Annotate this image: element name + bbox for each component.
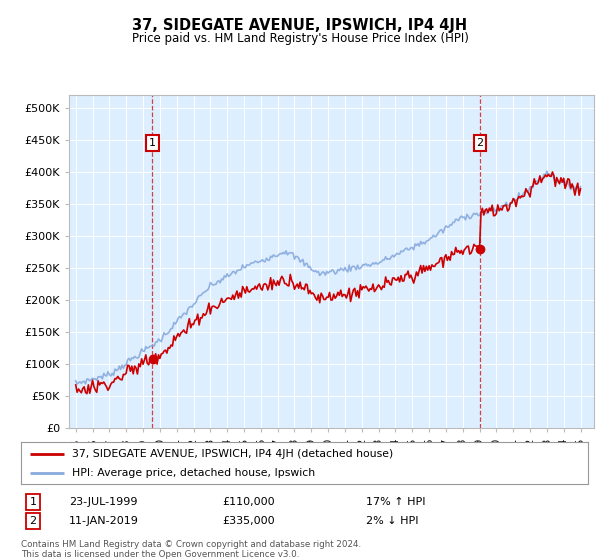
Text: 23-JUL-1999: 23-JUL-1999 (69, 497, 137, 507)
Text: £335,000: £335,000 (222, 516, 275, 526)
Text: 2: 2 (29, 516, 37, 526)
Text: HPI: Average price, detached house, Ipswich: HPI: Average price, detached house, Ipsw… (72, 468, 315, 478)
Text: Contains HM Land Registry data © Crown copyright and database right 2024.
This d: Contains HM Land Registry data © Crown c… (21, 540, 361, 559)
Text: 17% ↑ HPI: 17% ↑ HPI (366, 497, 425, 507)
Text: 1: 1 (29, 497, 37, 507)
Text: £110,000: £110,000 (222, 497, 275, 507)
Text: 2% ↓ HPI: 2% ↓ HPI (366, 516, 419, 526)
Text: 2: 2 (476, 138, 484, 148)
Text: 1: 1 (149, 138, 156, 148)
Text: 37, SIDEGATE AVENUE, IPSWICH, IP4 4JH: 37, SIDEGATE AVENUE, IPSWICH, IP4 4JH (133, 18, 467, 33)
Text: Price paid vs. HM Land Registry's House Price Index (HPI): Price paid vs. HM Land Registry's House … (131, 32, 469, 45)
Text: 37, SIDEGATE AVENUE, IPSWICH, IP4 4JH (detached house): 37, SIDEGATE AVENUE, IPSWICH, IP4 4JH (d… (72, 449, 393, 459)
Text: 11-JAN-2019: 11-JAN-2019 (69, 516, 139, 526)
